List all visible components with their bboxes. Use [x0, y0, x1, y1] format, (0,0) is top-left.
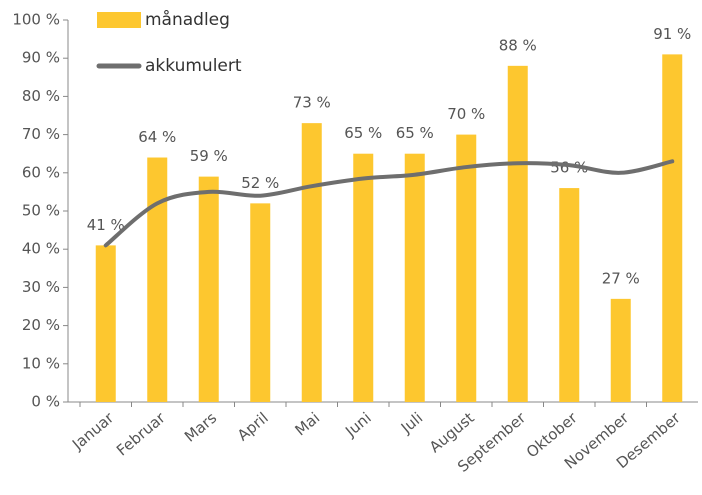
x-tick-label: Mai [291, 409, 323, 440]
bar [95, 245, 116, 402]
legend-label: akkumulert [145, 56, 242, 76]
y-tick-label: 30 % [22, 278, 60, 296]
legend-label: månadleg [145, 9, 230, 30]
y-tick-label: 100 % [12, 11, 60, 29]
bar [198, 176, 219, 402]
y-tick-label: 20 % [22, 316, 60, 334]
y-tick-label: 70 % [22, 125, 60, 143]
y-tick-label: 80 % [22, 87, 60, 105]
y-tick-label: 90 % [22, 49, 60, 67]
data-label: 64 % [138, 128, 176, 146]
x-tick-label: Juni [341, 409, 374, 441]
data-label: 73 % [293, 94, 331, 112]
bar [353, 153, 374, 402]
y-tick-label: 50 % [22, 202, 60, 220]
data-label: 59 % [190, 147, 228, 165]
data-label: 65 % [344, 124, 382, 142]
x-tick-label: Juli [397, 409, 426, 438]
y-tick-label: 60 % [22, 163, 60, 181]
line [103, 159, 675, 248]
data-label: 41 % [87, 216, 125, 234]
bar [301, 123, 322, 402]
bar [610, 298, 631, 402]
bar [456, 134, 477, 402]
x-tick-label: Mars [181, 409, 220, 446]
y-tick-label: 10 % [22, 354, 60, 372]
data-label: 52 % [241, 174, 279, 192]
bar [662, 54, 683, 402]
x-tick-label: Januar [68, 408, 118, 454]
data-label: 70 % [447, 105, 485, 123]
data-label: 65 % [396, 124, 434, 142]
bar [147, 157, 168, 402]
data-label: 91 % [653, 25, 691, 43]
bar [250, 203, 271, 402]
bar [507, 65, 528, 402]
bar [404, 153, 425, 402]
y-tick-label: 40 % [22, 240, 60, 258]
x-tick-label: April [234, 409, 272, 445]
x-tick-label: Februar [113, 408, 169, 459]
bar [559, 188, 580, 402]
legend-swatch [97, 12, 141, 28]
y-tick-label: 0 % [31, 393, 60, 411]
data-label: 27 % [602, 269, 640, 287]
data-label: 88 % [499, 36, 537, 54]
